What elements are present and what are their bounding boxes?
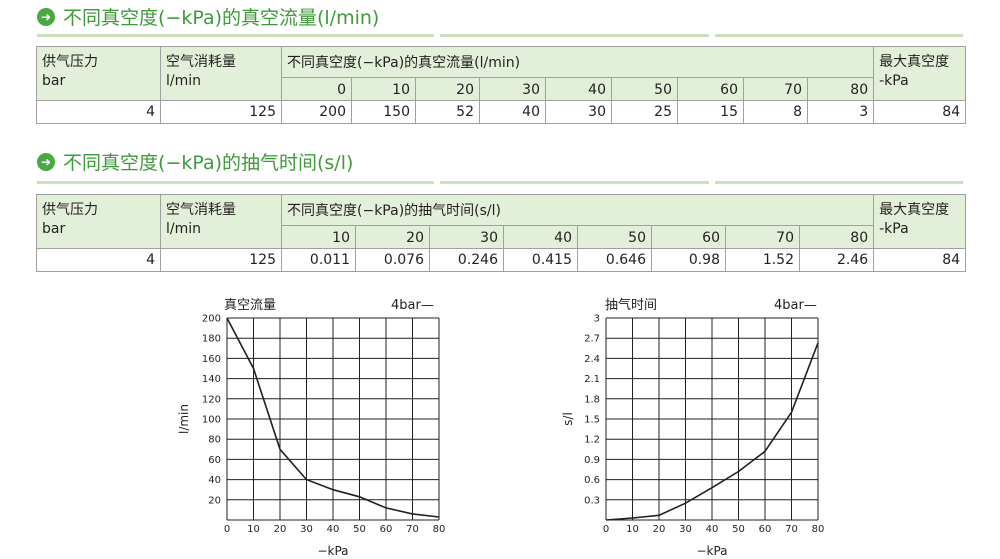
arrow-right-circle-icon: ➜ (37, 152, 55, 171)
subheader-kpa: 20 (415, 77, 480, 101)
table-cell: 2.46 (798, 248, 875, 272)
y-tick-label: 0.3 (584, 495, 600, 506)
subheader-kpa: 20 (355, 225, 430, 249)
y-tick-label: 100 (202, 415, 221, 426)
x-tick-label: 20 (653, 524, 666, 535)
arrow-right-circle-icon: ➜ (37, 7, 55, 26)
subheader-kpa: 30 (429, 225, 504, 249)
y-tick-label: 3 (594, 314, 600, 325)
x-tick-label: 80 (812, 524, 825, 535)
time-table: 供气压力 bar 空气消耗量 l/min 不同真空度(−kPa)的抽气时间(s/l)… (36, 194, 967, 272)
table-cell: 125 (160, 248, 282, 272)
x-tick-label: 70 (406, 524, 419, 535)
x-tick-label: 10 (626, 524, 639, 535)
y-tick-label: 40 (208, 475, 221, 486)
section-time-title: 不同真空度(−kPa)的抽气时间(s/l) (63, 152, 354, 174)
x-tick-label: 40 (706, 524, 719, 535)
table-cell: 0.646 (577, 248, 652, 272)
y-tick-label: 0.6 (584, 475, 600, 486)
subheader-kpa: 80 (798, 225, 875, 249)
x-tick-label: 10 (247, 524, 260, 535)
y-tick-label: 180 (202, 334, 221, 345)
subheader-kpa: 40 (503, 225, 578, 249)
y-tick-label: 2.7 (584, 334, 600, 345)
header-flow-group: 不同真空度(−kPa)的真空流量(l/min) (280, 46, 875, 78)
y-tick-label: 160 (202, 354, 221, 365)
subheader-kpa: 0 (281, 77, 352, 101)
y-tick-label: 80 (208, 435, 221, 446)
x-tick-label: 50 (353, 524, 366, 535)
chart-legend: 4bar— (774, 298, 817, 313)
x-tick-label: 60 (759, 524, 772, 535)
flow-table: 供气压力 bar 空气消耗量 l/min 不同真空度(−kPa)的真空流量(l/mi… (36, 46, 967, 124)
subheader-kpa: 60 (677, 77, 744, 101)
header-supply-pressure: 供气压力 bar (36, 46, 161, 101)
y-tick-label: 1.2 (584, 435, 600, 446)
table-cell: 40 (479, 100, 546, 124)
subheader-kpa: 40 (545, 77, 612, 101)
subheader-kpa: 30 (479, 77, 546, 101)
chart-title: 抽气时间 (605, 297, 657, 313)
y-axis-label: s/l (561, 412, 575, 426)
y-tick-label: 0.9 (584, 455, 600, 466)
series-line (605, 342, 819, 521)
y-tick-label: 2.4 (584, 354, 600, 365)
y-tick-label: 1.8 (584, 394, 600, 405)
chart-title: 真空流量 (224, 298, 276, 313)
x-tick-label: 30 (679, 524, 692, 535)
table-row: 4 125 200 150 52 40 30 25 15 8 3 84 (36, 100, 967, 124)
table-cell: 0.076 (355, 248, 430, 272)
table-cell: 0.415 (503, 248, 578, 272)
table-row: 4 125 0.011 0.076 0.246 0.415 0.646 0.98… (36, 248, 967, 272)
table-cell: 0.98 (651, 248, 726, 272)
y-tick-label: 120 (202, 394, 221, 405)
x-axis-label: −kPa (696, 544, 727, 558)
header-air-consumption: 空气消耗量 l/min (160, 194, 282, 249)
header-max-vacuum: 最大真空度 -kPa (873, 194, 967, 249)
table-cell: 4 (36, 248, 161, 272)
x-axis-label: −kPa (317, 544, 348, 558)
section-flow-title: 不同真空度(−kPa)的真空流量(l/min) (63, 7, 380, 29)
table-cell: 15 (677, 100, 744, 124)
subheader-kpa: 10 (281, 225, 356, 249)
header-time-group: 不同真空度(−kPa)的抽气时间(s/l) (280, 194, 875, 226)
subheader-kpa: 50 (611, 77, 678, 101)
table-cell: 150 (351, 100, 416, 124)
section-flow-divider (37, 34, 963, 37)
x-tick-label: 80 (433, 524, 446, 535)
y-tick-label: 20 (208, 495, 221, 506)
section-flow-heading: ➜ 不同真空度(−kPa)的真空流量(l/min) (37, 3, 379, 30)
table-cell: 4 (36, 100, 161, 124)
x-tick-label: 0 (224, 524, 230, 535)
x-tick-label: 30 (300, 524, 313, 535)
y-tick-label: 60 (208, 455, 221, 466)
x-tick-label: 50 (732, 524, 745, 535)
table-cell: 125 (160, 100, 282, 124)
x-tick-label: 0 (603, 524, 609, 535)
table-cell: 52 (415, 100, 480, 124)
table-cell: 84 (873, 248, 967, 272)
subheader-kpa: 60 (651, 225, 726, 249)
subheader-kpa: 70 (725, 225, 800, 249)
x-tick-label: 20 (274, 524, 287, 535)
table-cell: 84 (873, 100, 967, 124)
y-axis-label: l/min (177, 404, 191, 434)
x-tick-label: 60 (380, 524, 393, 535)
y-tick-label: 140 (202, 374, 221, 385)
header-air-consumption: 空气消耗量 l/min (160, 46, 282, 101)
y-tick-label: 2.1 (584, 374, 600, 385)
table-cell: 200 (281, 100, 352, 124)
y-tick-label: 200 (202, 314, 221, 325)
chart-legend: 4bar— (391, 298, 434, 313)
series-line (226, 317, 440, 518)
subheader-kpa: 10 (351, 77, 416, 101)
x-tick-label: 70 (785, 524, 798, 535)
x-tick-label: 40 (327, 524, 340, 535)
table-cell: 3 (806, 100, 875, 124)
table-cell: 8 (743, 100, 808, 124)
section-time-heading: ➜ 不同真空度(−kPa)的抽气时间(s/l) (37, 148, 353, 175)
y-tick-label: 1.5 (584, 415, 600, 426)
section-time-divider (37, 181, 963, 184)
